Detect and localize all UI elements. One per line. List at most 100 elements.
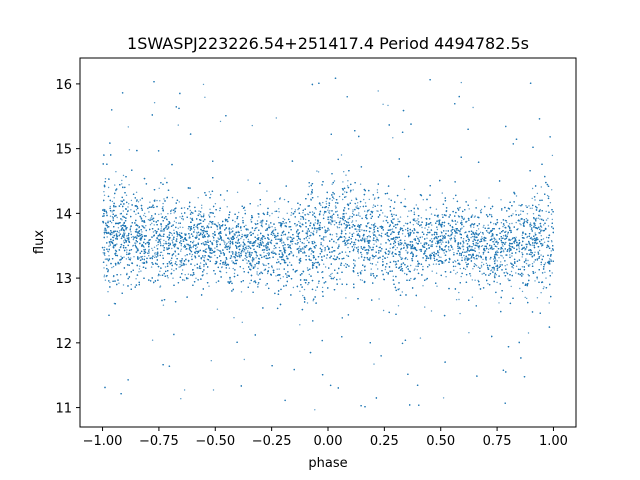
data-point [164,177,166,179]
data-point [506,221,508,224]
data-point [357,202,359,204]
data-point [144,212,146,215]
data-point [112,265,115,268]
data-point [390,232,393,234]
data-point [234,221,236,223]
data-point [138,271,140,273]
data-point [103,246,106,249]
data-point [205,243,207,245]
data-point [193,229,196,231]
data-point [525,205,527,207]
data-point [400,256,402,259]
data-point [489,231,491,233]
data-point [233,317,235,319]
data-point [539,215,541,217]
data-point [377,90,379,92]
data-point [270,242,273,245]
data-point [414,220,416,222]
data-point [227,241,230,243]
data-point [256,226,258,229]
data-point [538,204,540,206]
data-point [308,185,310,188]
data-point [219,209,221,212]
data-point [534,280,536,282]
data-point [108,245,110,247]
data-point [474,258,476,260]
data-point [206,244,208,246]
data-point [203,243,205,245]
data-point [173,220,176,222]
data-point [277,258,279,261]
data-point [208,223,210,225]
data-point [536,258,538,260]
data-point [130,236,133,239]
data-point [242,267,245,270]
data-point [330,273,332,276]
data-point [391,228,394,230]
data-point [491,269,493,271]
data-point [355,206,357,208]
data-point [223,243,226,245]
data-point [421,236,423,238]
data-point [331,272,333,275]
data-point [141,231,143,233]
data-point [369,247,372,249]
data-point [388,252,391,254]
data-point [327,229,329,231]
data-point [229,245,231,247]
data-point [473,244,475,246]
data-point [438,256,440,258]
data-point [212,235,214,238]
data-point [537,217,539,219]
data-point [106,236,108,238]
data-point [330,223,332,226]
data-point [358,212,360,214]
data-point [456,271,458,274]
data-point [254,266,256,268]
data-point [509,254,511,256]
data-point [464,268,467,271]
data-point [111,200,114,203]
data-point [407,251,409,253]
data-point [342,181,344,183]
data-point [331,199,333,201]
data-point [539,208,541,211]
data-point [126,251,128,253]
data-point [513,242,516,244]
data-point [158,213,160,216]
data-point [287,236,289,238]
data-point [382,212,384,214]
data-point [368,247,370,249]
data-point [233,272,236,275]
data-point [359,183,362,185]
data-point [184,274,186,276]
data-point [395,238,397,241]
data-point [279,277,282,280]
data-point [520,210,522,212]
data-point [140,216,142,219]
data-point [242,217,244,219]
data-point [344,229,346,231]
data-point [263,235,265,238]
data-point [317,196,319,198]
data-point [294,209,297,211]
data-point [211,252,214,254]
data-point [521,252,523,254]
data-point [489,247,492,250]
data-point [177,222,180,224]
data-point [368,222,370,224]
data-point [299,290,301,292]
data-point [240,229,242,232]
data-point [545,219,548,221]
data-point [160,228,162,230]
data-point [206,226,208,229]
data-point [496,243,499,245]
data-point [434,253,436,255]
data-point [481,245,484,247]
data-point [413,269,415,271]
data-point [308,273,310,276]
data-point [400,248,402,251]
data-point [263,251,265,254]
data-point [546,194,549,197]
data-point [384,268,386,271]
